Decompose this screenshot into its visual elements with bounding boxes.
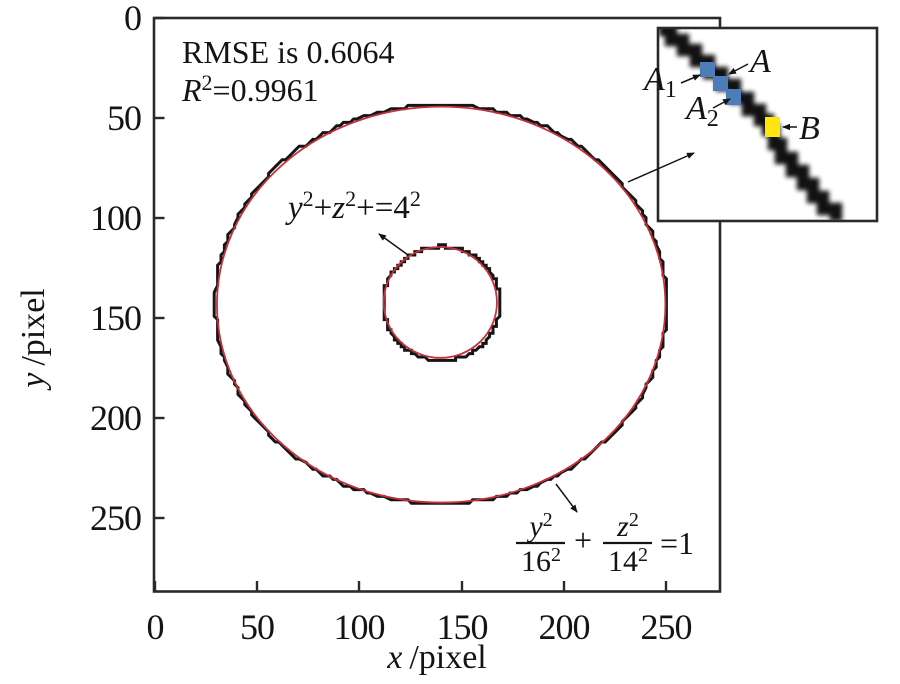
y-axis-tick-labels: 0 50 100 150 200 250 (90, 0, 142, 538)
r2-exponent: 2 (202, 70, 213, 95)
x-axis-unit: /pixel (409, 639, 486, 676)
x-axis-title: x/pixel (386, 639, 487, 676)
x-tick-label: 0 (147, 607, 164, 647)
fraction1-denominator: 162 (521, 544, 561, 578)
inset-label-a-arrow (728, 63, 749, 75)
inset-label-a1-arrow (680, 74, 701, 84)
y-tick-label: 150 (90, 298, 141, 338)
y-axis-title: y/pixel (15, 288, 52, 391)
r2-symbol: R (181, 72, 202, 108)
y-tick-label: 250 (90, 498, 141, 538)
plus-sign: + (574, 522, 592, 558)
x-tick-label: 50 (240, 607, 274, 647)
inset-highlight-pixel-a (713, 76, 728, 91)
y-tick-label: 0 (124, 0, 141, 38)
rmse-annotation: RMSE is 0.6064 (182, 34, 394, 70)
outer-equation-arrow (555, 483, 578, 513)
r-squared-annotation: R2=0.9961 (181, 70, 319, 108)
chart-curves (212, 103, 668, 505)
y-axis-ticks (155, 16, 165, 520)
y-axis-unit: /pixel (15, 288, 52, 365)
outer-ellipse-equation: y2 162 + z2 142 =1 (516, 509, 694, 578)
fraction1-numerator: y2 (526, 509, 552, 543)
inset-highlight-pixel-a1 (700, 62, 715, 77)
inner-fitted-circle (382, 246, 498, 359)
inset-pointer-arrow (627, 152, 695, 183)
inset-pixel-edge (659, 29, 843, 220)
inset-label-a2: A2 (684, 90, 719, 132)
r2-value: =0.9961 (213, 72, 319, 108)
outer-fitted-ellipse (216, 105, 667, 504)
x-tick-label: 100 (334, 607, 385, 647)
y-tick-label: 100 (90, 198, 141, 238)
inner-equation-arrow (378, 233, 409, 256)
y-tick-label: 50 (107, 98, 141, 138)
x-axis-ticks (153, 581, 668, 591)
y-tick-label: 200 (90, 398, 141, 438)
fraction2-denominator: 142 (608, 544, 648, 578)
equals-one: =1 (660, 525, 694, 561)
inset-label-a2-arrow (712, 98, 731, 109)
inset-pixel-view (659, 29, 843, 220)
inset-highlight-pixel-a2 (726, 89, 741, 105)
fraction2-numerator: z2 (616, 509, 639, 543)
plot-area-frame (152, 16, 722, 593)
x-tick-label: 250 (641, 607, 692, 647)
x-tick-label: 200 (539, 607, 590, 647)
x-axis-variable: x (386, 639, 402, 676)
inset-highlight-pixel-b (765, 117, 780, 137)
y-axis-variable: y (15, 372, 52, 391)
x-axis-tick-labels: 0 50 100 150 200 250 (147, 607, 693, 647)
inset-label-a: A (748, 43, 771, 80)
inset-label-a1: A1 (642, 61, 677, 103)
inner-circle-equation: y2+z2+=42 (285, 186, 421, 226)
x-tick-label: 150 (437, 607, 488, 647)
inset-frame (656, 26, 879, 223)
inset-label-b: B (799, 110, 820, 147)
